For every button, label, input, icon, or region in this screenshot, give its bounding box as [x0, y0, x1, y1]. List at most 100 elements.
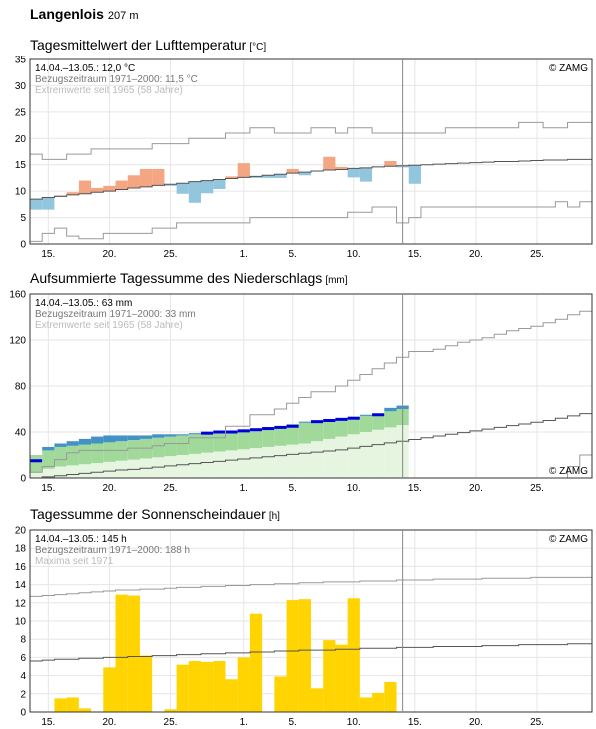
- precip-observed: [213, 430, 226, 434]
- temp-bar: [262, 175, 275, 178]
- temp-bar: [249, 176, 263, 178]
- x-tick-label: 1.: [240, 717, 248, 728]
- temp-bar: [139, 168, 153, 187]
- temp-bar: [408, 165, 421, 184]
- temp-bar: [66, 192, 79, 195]
- precip-band1: [103, 461, 116, 478]
- temp-title-text: Tagesmittelwert der Lufttemperatur: [30, 37, 247, 53]
- x-tick-label: 25.: [164, 717, 178, 728]
- y-tick-label: 35: [15, 56, 27, 66]
- precip-chart-title: Aufsummierte Tagessumme des Niederschlag…: [30, 270, 348, 286]
- sun-bar: [225, 679, 238, 712]
- precip-observed: [262, 427, 275, 431]
- precip-band2: [91, 443, 104, 464]
- temp-bar: [54, 195, 67, 197]
- info-extremes: Maxima seit 1971: [35, 556, 114, 567]
- y-tick-label: 160: [9, 290, 26, 301]
- copyright-label: © ZAMG: [549, 63, 588, 74]
- temp-bar: [176, 183, 189, 194]
- precip-observed: [359, 414, 373, 416]
- precip-band2: [262, 427, 275, 447]
- temp-bar: [384, 161, 397, 167]
- temp-bar: [30, 199, 43, 210]
- precip-band2: [335, 418, 348, 437]
- x-tick-label: 10.: [347, 483, 361, 493]
- y-tick-label: 4: [20, 671, 26, 682]
- station-altitude: 207 m: [107, 10, 139, 22]
- precip-band1: [91, 463, 104, 478]
- normal-line: [30, 158, 592, 200]
- y-tick-label: 30: [15, 81, 27, 92]
- precip-band2: [372, 413, 385, 430]
- precip-band1: [298, 443, 311, 478]
- precip-title-unit: [mm]: [325, 275, 348, 286]
- sun-bar: [384, 681, 397, 712]
- x-tick-label: 1.: [240, 249, 248, 260]
- x-tick-label: 20.: [469, 483, 483, 493]
- y-tick-label: 5: [20, 213, 26, 224]
- precip-band2: [347, 417, 360, 435]
- y-tick-label: 20: [15, 526, 27, 537]
- sun-bar: [347, 598, 360, 712]
- sun-bar: [359, 697, 373, 712]
- sun-title-text: Tagessumme der Sonnenscheindauer: [30, 506, 266, 522]
- temp-title-unit: [°C]: [249, 42, 267, 53]
- sun-normal-line: [30, 643, 592, 662]
- precip-band2: [115, 441, 128, 461]
- precip-band2: [54, 446, 67, 467]
- x-tick-label: 25.: [164, 483, 178, 493]
- info-reference: Bezugszeitraum 1971–2000: 188 h: [35, 545, 190, 556]
- y-tick-label: 80: [15, 382, 27, 393]
- precip-observed: [176, 434, 189, 436]
- temp-bar: [323, 156, 336, 170]
- precip-band2: [176, 435, 189, 455]
- precip-observed: [115, 435, 128, 442]
- x-tick-label: 5.: [289, 249, 297, 260]
- precip-band2: [103, 442, 116, 462]
- temp-bar: [152, 168, 165, 186]
- info-current: 14.04.–13.05.: 145 h: [35, 534, 127, 545]
- sun-bar: [164, 709, 177, 712]
- sun-bar: [335, 644, 348, 712]
- sun-bar: [213, 661, 226, 712]
- y-tick-label: 2: [20, 689, 26, 700]
- precip-band2: [359, 415, 373, 432]
- y-tick-label: 10: [15, 617, 27, 628]
- y-tick-label: 0: [20, 708, 26, 719]
- y-tick-label: 0: [20, 474, 26, 485]
- precip-band2: [323, 419, 336, 439]
- precip-band2: [201, 433, 214, 453]
- precip-observed: [127, 435, 140, 441]
- precip-band1: [323, 438, 336, 478]
- y-tick-label: 25: [15, 107, 27, 118]
- normal-cumulative-line: [30, 413, 592, 479]
- info-current: 14.04.–13.05.: 12,0 °C: [35, 63, 135, 74]
- info-reference: Bezugszeitraum 1971–2000: 11,5 °C: [35, 74, 198, 85]
- sun-bar: [237, 657, 250, 712]
- max-record-line: [30, 121, 592, 160]
- sun-bar: [66, 697, 79, 712]
- precip-band2: [286, 423, 299, 445]
- sun-bar: [249, 613, 263, 712]
- temp-bar: [237, 163, 250, 178]
- precip-band1: [335, 436, 348, 478]
- precip-observed: [54, 443, 67, 447]
- x-tick-label: 5.: [289, 483, 297, 493]
- sun-bar: [54, 698, 67, 712]
- precip-band1: [66, 465, 79, 478]
- precip-band2: [298, 422, 311, 444]
- precip-band2: [249, 428, 263, 449]
- precip-observed: [347, 416, 360, 420]
- y-tick-label: 14: [15, 580, 27, 591]
- sun-bar: [176, 664, 189, 712]
- sun-bar: [372, 692, 385, 712]
- sun-bar: [323, 640, 336, 712]
- precip-observed: [311, 420, 324, 424]
- x-tick-label: 5.: [289, 717, 297, 728]
- temp-bar: [298, 172, 311, 176]
- temp-bar: [201, 180, 214, 194]
- precip-band1: [42, 468, 55, 478]
- x-tick-label: 15.: [41, 717, 55, 728]
- temp-bar: [91, 187, 104, 193]
- sun-bar: [286, 600, 299, 712]
